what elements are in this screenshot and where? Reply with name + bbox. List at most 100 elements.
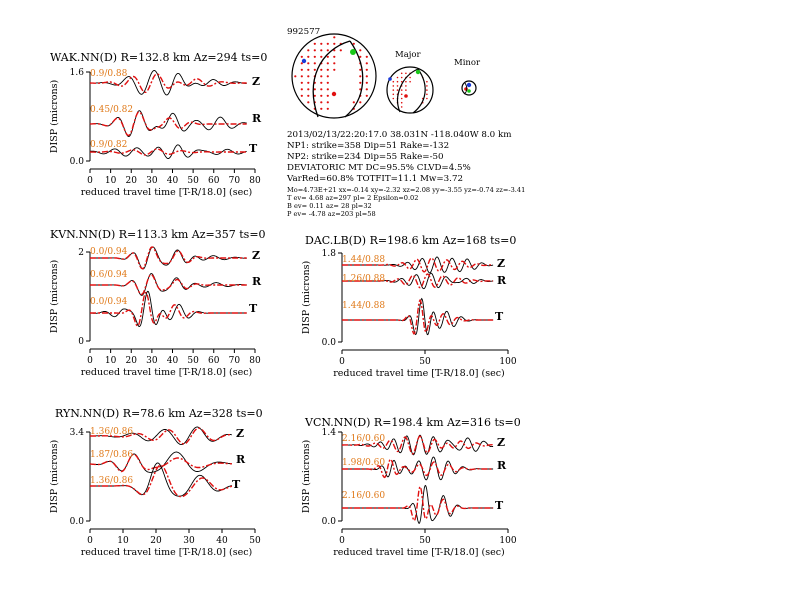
synthetic-trace-r: [342, 273, 494, 289]
x-axis-label: reduced travel time [T-R/18.0] (sec): [81, 547, 252, 558]
minor-t-marker: [467, 89, 471, 93]
nodal-dot: [326, 107, 329, 110]
nodal-dot: [326, 75, 329, 78]
nodal-dot: [307, 75, 310, 78]
nodal-dot: [300, 68, 303, 71]
x-tick-label: 10: [117, 536, 129, 546]
station-panels: WAK.NN(D) R=132.8 km Az=294 ts=0 0.0 1.6 0 1…: [49, 51, 521, 558]
nodal-dot: [365, 62, 368, 65]
major-label: Major: [395, 50, 422, 60]
x-tick-label: 80: [249, 356, 261, 366]
nodal-dot: [400, 97, 403, 100]
component-label: Z: [252, 249, 260, 262]
minor-beachball: [461, 80, 477, 96]
y-tick-label: 0: [78, 337, 84, 347]
panel-title: VCN.NN(D) R=198.4 km Az=316 ts=0: [304, 416, 521, 429]
fit-label: 1.87/0.86: [90, 450, 133, 460]
main-beachball: [291, 33, 377, 119]
nodal-dot: [400, 93, 403, 96]
nodal-dot: [392, 97, 395, 100]
y-axis-label: DISP (microns): [301, 440, 312, 513]
nodal-dot: [326, 101, 329, 104]
y-tick-label: 3.4: [70, 428, 85, 438]
x-axis-label: reduced travel time [T-R/18.0] (sec): [333, 547, 504, 558]
nodal-dot: [320, 81, 323, 84]
fit-label: 0.6/0.94: [90, 270, 128, 280]
nodal-dot: [352, 42, 355, 45]
nodal-dot: [400, 80, 403, 83]
nodal-dot: [426, 97, 428, 100]
observed-trace-z: [90, 426, 232, 446]
synthetic-trace-t: [342, 485, 494, 522]
nodal-dot: [396, 80, 399, 83]
nodal-dot: [405, 72, 407, 75]
nodal-dot: [320, 75, 323, 78]
x-tick-label: 40: [167, 356, 179, 366]
major-t-marker: [415, 69, 421, 75]
nodal-dot: [400, 101, 403, 104]
nodal-dot: [320, 107, 323, 110]
nodal-dot: [307, 55, 310, 58]
nodal-dot: [359, 55, 362, 58]
x-tick-label: 50: [419, 536, 431, 546]
x-tick-label: 0: [87, 356, 93, 366]
nodal-dot: [326, 68, 329, 71]
nodal-dot: [313, 62, 316, 65]
component-label: T: [495, 499, 504, 512]
nodal-dot: [307, 81, 310, 84]
observed-trace-t: [89, 144, 247, 159]
x-tick-label: 70: [229, 176, 241, 186]
x-tick-label: 80: [249, 176, 261, 186]
fit-label: 1.36/0.86: [90, 476, 133, 486]
nodal-dot: [365, 75, 368, 78]
nodal-dot: [359, 75, 362, 78]
observed-trace-t: [90, 462, 233, 497]
nodal-dot: [300, 62, 303, 65]
y-tick-label: 0.0: [70, 157, 85, 167]
y-axis-label: DISP (microns): [49, 80, 60, 153]
nodal-dot: [333, 36, 336, 39]
nodal-dot: [333, 42, 336, 45]
nodal-dot: [320, 49, 323, 52]
minor-label: Minor: [454, 58, 481, 68]
fit-label: 2.16/0.60: [342, 434, 385, 444]
x-tick-label: 0: [87, 176, 93, 186]
nodal-dot: [400, 72, 403, 75]
x-tick-label: 10: [105, 176, 117, 186]
nodal-dot: [339, 49, 342, 52]
nodal-dot: [333, 62, 336, 65]
nodal-dot: [320, 88, 323, 91]
fit-label: 0.9/0.82: [90, 140, 127, 150]
component-label: T: [249, 142, 258, 155]
x-tick-label: 100: [499, 357, 516, 367]
major-plane-1: [397, 68, 419, 113]
synthetic-trace-r: [89, 111, 247, 137]
synthetic-trace-t: [90, 291, 247, 327]
p-axis-marker: [331, 91, 337, 97]
t-axis-marker: [350, 49, 356, 55]
station-panel: VCN.NN(D) R=198.4 km Az=316 ts=0 0.0 1.4 0 5…: [301, 416, 521, 558]
p-ev-line: P ev= -4.78 az=203 pl=58: [287, 210, 376, 218]
np2-line: NP2: strike=234 Dip=55 Rake=-50: [287, 152, 444, 162]
t-ev-line: T ev= 4.68 az=297 pl= 2 Epsilon=0.02: [287, 194, 418, 202]
component-label: R: [252, 275, 262, 288]
nodal-dot: [307, 94, 310, 97]
nodal-dot: [313, 55, 316, 58]
nodal-dot: [405, 85, 407, 87]
nodal-dot: [426, 93, 428, 96]
synthetic-trace-r: [342, 458, 494, 479]
major-plane-2: [412, 68, 426, 114]
nodal-dot: [300, 55, 303, 58]
nodal-dot: [307, 62, 310, 65]
nodal-dot: [313, 68, 316, 71]
nodal-dot: [359, 68, 362, 71]
y-axis-label: DISP (microns): [49, 260, 60, 333]
station-panel: RYN.NN(D) R=78.6 km Az=328 ts=0 0.0 3.4 0 10…: [49, 407, 263, 558]
nodal-dot: [307, 88, 310, 91]
mechanism-panel: 992577 Major Minor: [286, 27, 525, 218]
nodal-dot: [320, 68, 323, 71]
nodal-dot: [300, 94, 303, 97]
y-tick-label: 1.6: [70, 68, 85, 78]
synthetic-trace-t: [342, 299, 494, 335]
component-label: T: [495, 310, 504, 323]
